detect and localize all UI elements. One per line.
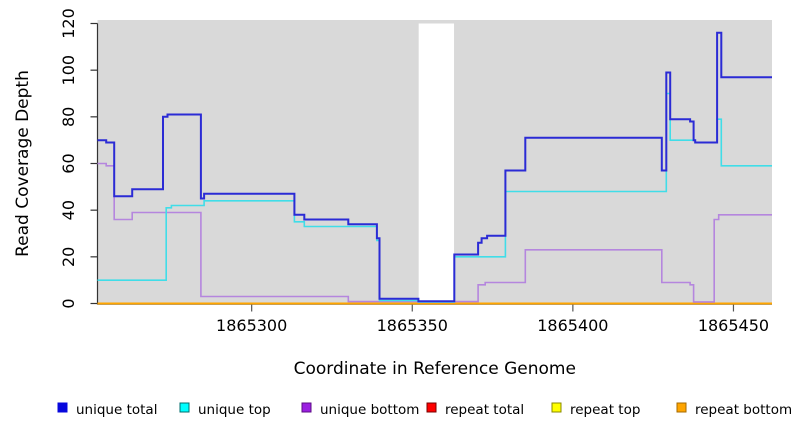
y-axis-title: Read Coverage Depth (13, 70, 33, 257)
y-tick-label: 80 (59, 107, 78, 127)
legend-item-unique-bottom: unique bottom (301, 402, 419, 418)
legend-label-repeat-top: repeat top (570, 402, 640, 418)
legend-swatch-unique-total (57, 402, 68, 413)
y-tick-label: 60 (59, 153, 78, 173)
y-tick-label: 40 (59, 200, 78, 220)
series-line-unique-bottom (97, 162, 772, 303)
legend-label-repeat-total: repeat total (445, 402, 524, 418)
x-axis-title: Coordinate in Reference Genome (294, 359, 576, 379)
legend-label-repeat-bottom: repeat bottom (695, 402, 792, 418)
legend-item-unique-top: unique top (179, 402, 271, 418)
y-tick-label: 0 (59, 298, 78, 308)
legend-swatch-repeat-bottom (676, 402, 687, 413)
legend-label-unique-bottom: unique bottom (320, 402, 419, 418)
legend-swatch-repeat-top (551, 402, 562, 413)
x-tick-label: 1865350 (377, 316, 448, 335)
legend-swatch-repeat-total (426, 402, 437, 413)
x-tick-label: 1865300 (216, 316, 287, 335)
series-line-unique-total (97, 31, 772, 303)
legend-item-repeat-total: repeat total (426, 402, 524, 418)
legend-label-unique-total: unique total (76, 402, 157, 418)
x-tick-label: 1865400 (537, 316, 608, 335)
legend-item-unique-total: unique total (57, 402, 157, 418)
y-tick-label: 120 (59, 8, 78, 39)
legend-label-unique-top: unique top (198, 402, 271, 418)
legend-item-repeat-bottom: repeat bottom (676, 402, 792, 418)
legend-swatch-unique-top (179, 402, 190, 413)
coverage-gap-band (418, 23, 455, 304)
x-tick-label: 1865450 (698, 316, 769, 335)
y-tick-label: 100 (59, 55, 78, 86)
legend-swatch-unique-bottom (301, 402, 312, 413)
legend-item-repeat-top: repeat top (551, 402, 640, 418)
y-tick-label: 20 (59, 247, 78, 267)
